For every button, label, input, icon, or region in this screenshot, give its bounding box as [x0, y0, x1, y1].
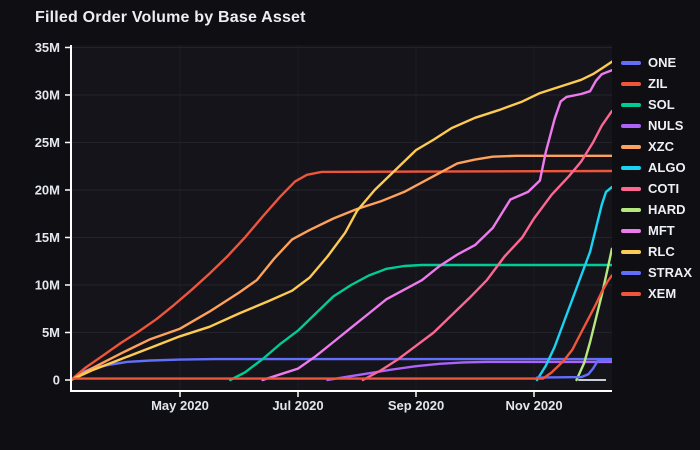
y-tick-label: 25M — [35, 135, 60, 150]
legend-item-ONE[interactable]: ONE — [621, 52, 692, 73]
legend-item-ALGO[interactable]: ALGO — [621, 157, 692, 178]
legend-label: HARD — [648, 202, 686, 217]
x-tick-label: Nov 2020 — [505, 398, 562, 413]
legend-label: XEM — [648, 286, 677, 301]
legend-swatch-icon — [621, 249, 641, 254]
y-tick-label: 5M — [42, 325, 60, 340]
y-tick-label: 15M — [35, 230, 60, 245]
y-tick-label: 20M — [35, 182, 60, 197]
legend-swatch-icon — [621, 144, 641, 149]
legend-item-HARD[interactable]: HARD — [621, 199, 692, 220]
series-line-HARD[interactable] — [575, 247, 612, 382]
series-line-XZC[interactable] — [71, 154, 612, 382]
legend-swatch-icon — [621, 165, 641, 170]
series-line-RLC[interactable] — [71, 60, 612, 382]
legend-item-NULS[interactable]: NULS — [621, 115, 692, 136]
chart-title: Filled Order Volume by Base Asset — [35, 9, 306, 26]
legend-label: SOL — [648, 97, 675, 112]
legend-label: STRAX — [648, 265, 693, 280]
x-tick-label: Sep 2020 — [388, 398, 444, 413]
legend: ONE ZIL SOL NULS XZC ALGO COTI HARD MFT RLC STRAX X… — [621, 52, 692, 304]
legend-swatch-icon — [621, 270, 641, 275]
legend-item-XEM[interactable]: XEM — [621, 283, 692, 304]
series-line-XEM[interactable] — [71, 274, 612, 380]
legend-label: ONE — [648, 55, 677, 70]
vertical-gridlines — [179, 45, 535, 391]
legend-item-COTI[interactable]: COTI — [621, 178, 692, 199]
series-line-SOL[interactable] — [228, 263, 612, 382]
legend-swatch-icon — [621, 228, 641, 233]
y-tick-label: 0 — [53, 372, 60, 387]
axes — [70, 45, 612, 392]
legend-item-XZC[interactable]: XZC — [621, 136, 692, 157]
series-line-ZIL[interactable] — [71, 169, 612, 382]
legend-swatch-icon — [621, 102, 641, 107]
legend-swatch-icon — [621, 60, 641, 65]
legend-swatch-icon — [621, 207, 641, 212]
legend-item-MFT[interactable]: MFT — [621, 220, 692, 241]
y-tick-label: 10M — [35, 277, 60, 292]
x-tick-label: May 2020 — [151, 398, 209, 413]
legend-label: XZC — [648, 139, 674, 154]
series-lines — [71, 60, 612, 382]
legend-swatch-icon — [621, 81, 641, 86]
x-tick-label: Jul 2020 — [272, 398, 323, 413]
legend-item-ZIL[interactable]: ZIL — [621, 73, 692, 94]
series-line-STRAX[interactable] — [535, 359, 612, 379]
y-tick-label: 35M — [35, 40, 60, 55]
tick-labels: 0 5M 10M 15M 20M 25M 30M 35M May 2020 Jul 2020 Sep… — [35, 40, 563, 413]
legend-swatch-icon — [621, 186, 641, 191]
legend-label: COTI — [648, 181, 680, 196]
series-line-NULS[interactable] — [326, 360, 612, 382]
legend-label: ALGO — [648, 160, 686, 175]
legend-swatch-icon — [621, 291, 641, 296]
legend-item-STRAX[interactable]: STRAX — [621, 262, 692, 283]
series-line-ALGO[interactable] — [535, 185, 612, 382]
legend-item-RLC[interactable]: RLC — [621, 241, 692, 262]
legend-swatch-icon — [621, 123, 641, 128]
legend-label: RLC — [648, 244, 675, 259]
series-line-MFT[interactable] — [261, 69, 612, 382]
legend-label: ZIL — [648, 76, 668, 91]
legend-label: MFT — [648, 223, 675, 238]
legend-label: NULS — [648, 118, 684, 133]
legend-item-SOL[interactable]: SOL — [621, 94, 692, 115]
series-line-COTI[interactable] — [361, 109, 612, 382]
y-tick-label: 30M — [35, 87, 60, 102]
